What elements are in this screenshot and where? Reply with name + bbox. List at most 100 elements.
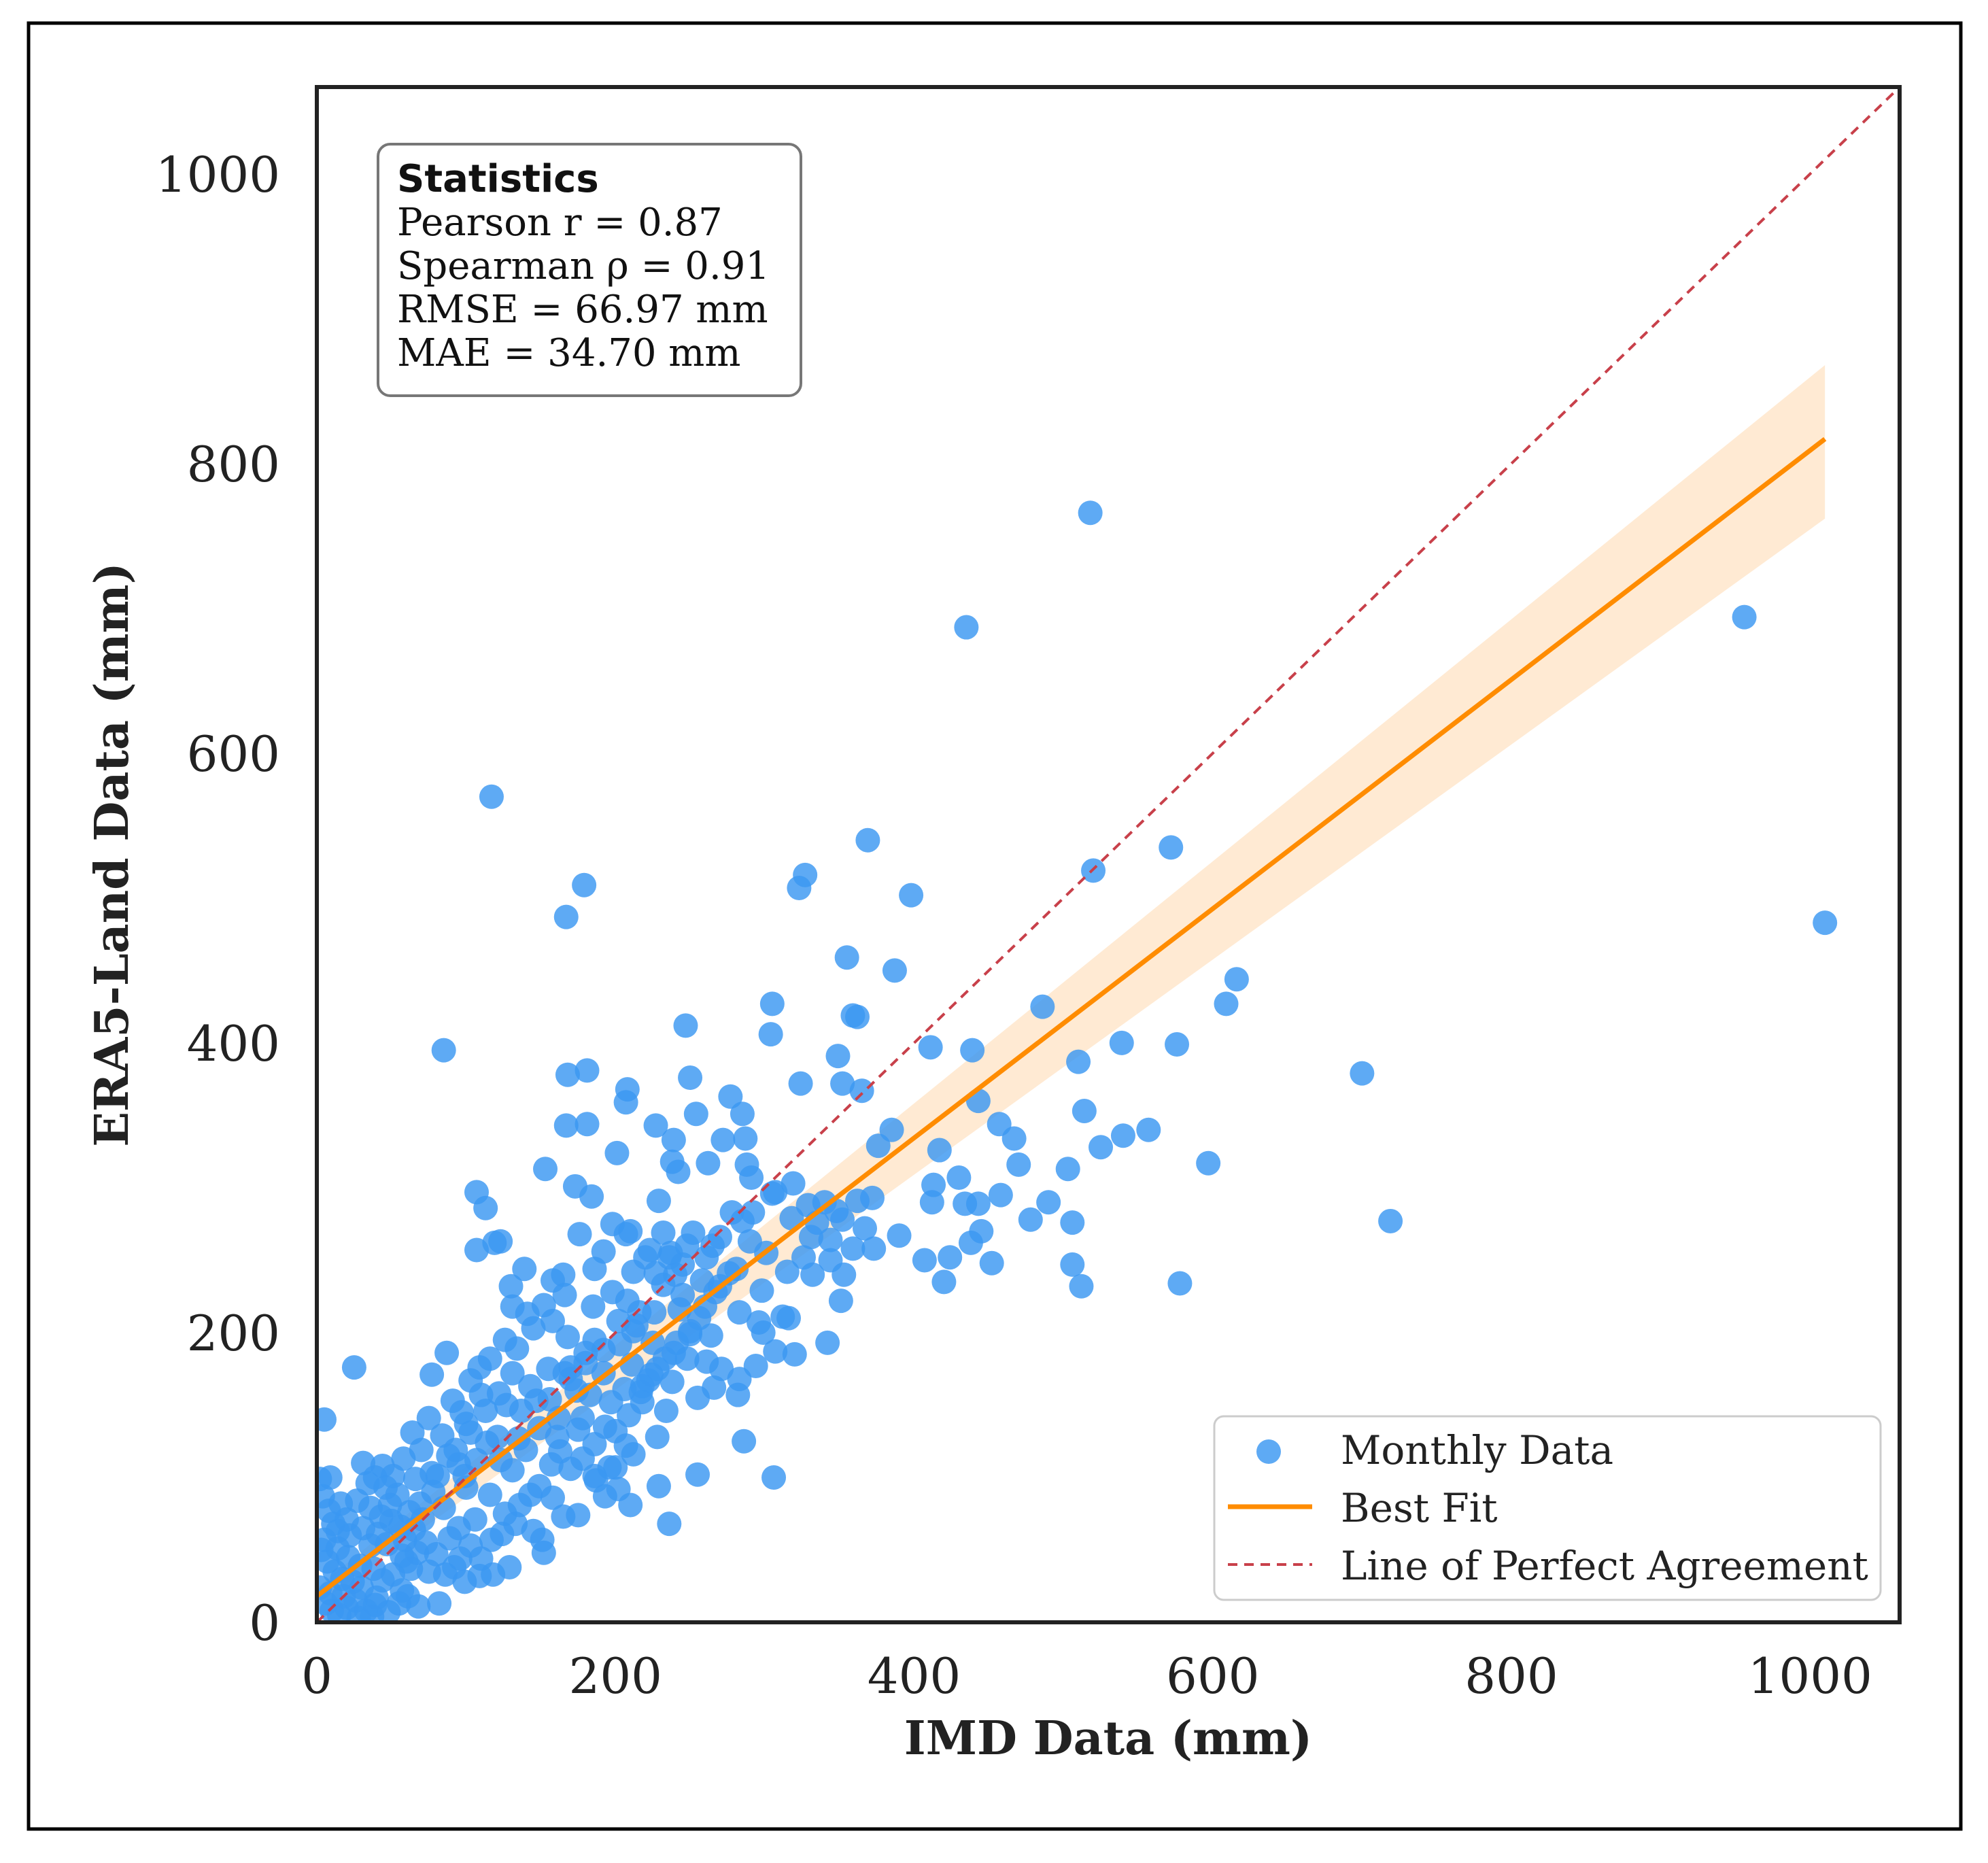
data-point	[492, 1327, 517, 1352]
data-point	[694, 1245, 719, 1270]
data-point	[582, 1257, 607, 1282]
data-point	[541, 1485, 566, 1510]
data-point	[887, 1223, 912, 1248]
legend: Monthly Data Best Fit Line of Perfect Ag…	[1213, 1415, 1882, 1601]
legend-points-label: Monthly Data	[1341, 1427, 1613, 1473]
data-point	[758, 1022, 783, 1047]
data-point	[740, 1200, 766, 1225]
data-point	[825, 1044, 851, 1069]
data-point	[879, 1117, 904, 1142]
legend-points-swatch	[1256, 1439, 1281, 1464]
data-point	[598, 1390, 623, 1415]
data-point	[442, 1555, 467, 1580]
data-point	[830, 1207, 855, 1232]
data-point	[1069, 1274, 1094, 1299]
data-point	[1066, 1049, 1091, 1074]
data-point	[604, 1140, 630, 1165]
data-point	[931, 1269, 957, 1295]
data-point	[743, 1353, 768, 1378]
data-point	[1018, 1207, 1043, 1232]
data-point	[1159, 835, 1184, 860]
data-point	[570, 1446, 595, 1471]
data-point	[446, 1452, 471, 1477]
data-point	[1136, 1117, 1161, 1142]
data-point	[918, 1035, 943, 1060]
data-point	[1036, 1190, 1061, 1215]
data-point	[434, 1340, 460, 1365]
stat-rmse: RMSE = 66.97 mm	[397, 288, 768, 332]
x-axis-ticks: 0 200 400 600 800 1000	[301, 1647, 1872, 1705]
x-tick-label: 0	[301, 1647, 332, 1705]
legend-perfect-label: Line of Perfect Agreement	[1341, 1543, 1868, 1589]
data-point	[946, 1165, 972, 1191]
data-point	[965, 1191, 991, 1216]
data-point	[386, 1591, 411, 1616]
best-fit-line	[317, 437, 1827, 1599]
data-point	[427, 1591, 452, 1616]
data-point	[582, 1327, 607, 1352]
data-point	[770, 1304, 795, 1329]
data-point	[1813, 910, 1838, 936]
data-point	[546, 1405, 571, 1431]
data-point	[545, 1424, 570, 1450]
data-point	[402, 1467, 428, 1492]
data-point	[840, 1236, 866, 1261]
data-point	[638, 1362, 664, 1387]
data-point	[1378, 1208, 1403, 1233]
x-axis-title: IMD Data (mm)	[904, 1711, 1312, 1766]
data-point	[979, 1250, 1004, 1276]
data-point	[739, 1165, 764, 1191]
stat-pearson: Pearson r = 0.87	[397, 201, 723, 245]
data-point	[1030, 994, 1055, 1019]
data-point	[572, 872, 597, 898]
data-point	[473, 1398, 498, 1423]
data-point	[473, 1195, 498, 1220]
data-point	[646, 1473, 671, 1499]
data-point	[969, 1218, 994, 1244]
data-point	[751, 1320, 776, 1345]
data-point	[828, 1288, 853, 1314]
data-point	[533, 1157, 558, 1182]
statistics-title: Statistics	[397, 157, 599, 201]
data-point	[666, 1159, 691, 1184]
monthly-data-points	[317, 500, 1838, 1622]
data-point	[791, 1245, 816, 1270]
data-point	[866, 1133, 891, 1159]
data-point	[853, 1216, 878, 1241]
data-point	[521, 1316, 546, 1341]
data-point	[430, 1423, 455, 1448]
data-point	[328, 1491, 354, 1516]
y-tick-label: 800	[187, 436, 280, 493]
stat-mae: MAE = 34.70 mm	[397, 331, 741, 375]
data-point	[621, 1259, 646, 1284]
data-point	[477, 1482, 502, 1507]
data-point	[360, 1604, 385, 1622]
data-point	[732, 1429, 757, 1454]
x-tick-label: 800	[1464, 1647, 1558, 1705]
data-point	[567, 1222, 592, 1247]
data-point	[1078, 500, 1103, 526]
data-point	[696, 1150, 721, 1176]
data-point	[630, 1390, 655, 1415]
data-point	[861, 1236, 887, 1261]
statistics-box-frame	[377, 143, 802, 397]
data-point	[1214, 991, 1239, 1016]
data-point	[416, 1405, 441, 1431]
data-point	[674, 1233, 700, 1259]
y-tick-label: 400	[187, 1015, 280, 1072]
data-point	[468, 1546, 494, 1571]
data-point	[1072, 1099, 1097, 1124]
y-tick-label: 1000	[156, 146, 280, 203]
data-point	[855, 827, 880, 853]
data-point	[475, 1430, 500, 1455]
data-point	[727, 1300, 752, 1325]
data-point	[555, 1062, 580, 1087]
data-point	[1060, 1252, 1085, 1277]
data-point	[553, 904, 579, 929]
data-point	[927, 1138, 952, 1163]
data-point	[1110, 1123, 1135, 1148]
data-point	[840, 1003, 866, 1028]
data-point	[419, 1362, 445, 1387]
y-tick-label: 600	[187, 725, 280, 783]
data-point	[1165, 1032, 1190, 1057]
